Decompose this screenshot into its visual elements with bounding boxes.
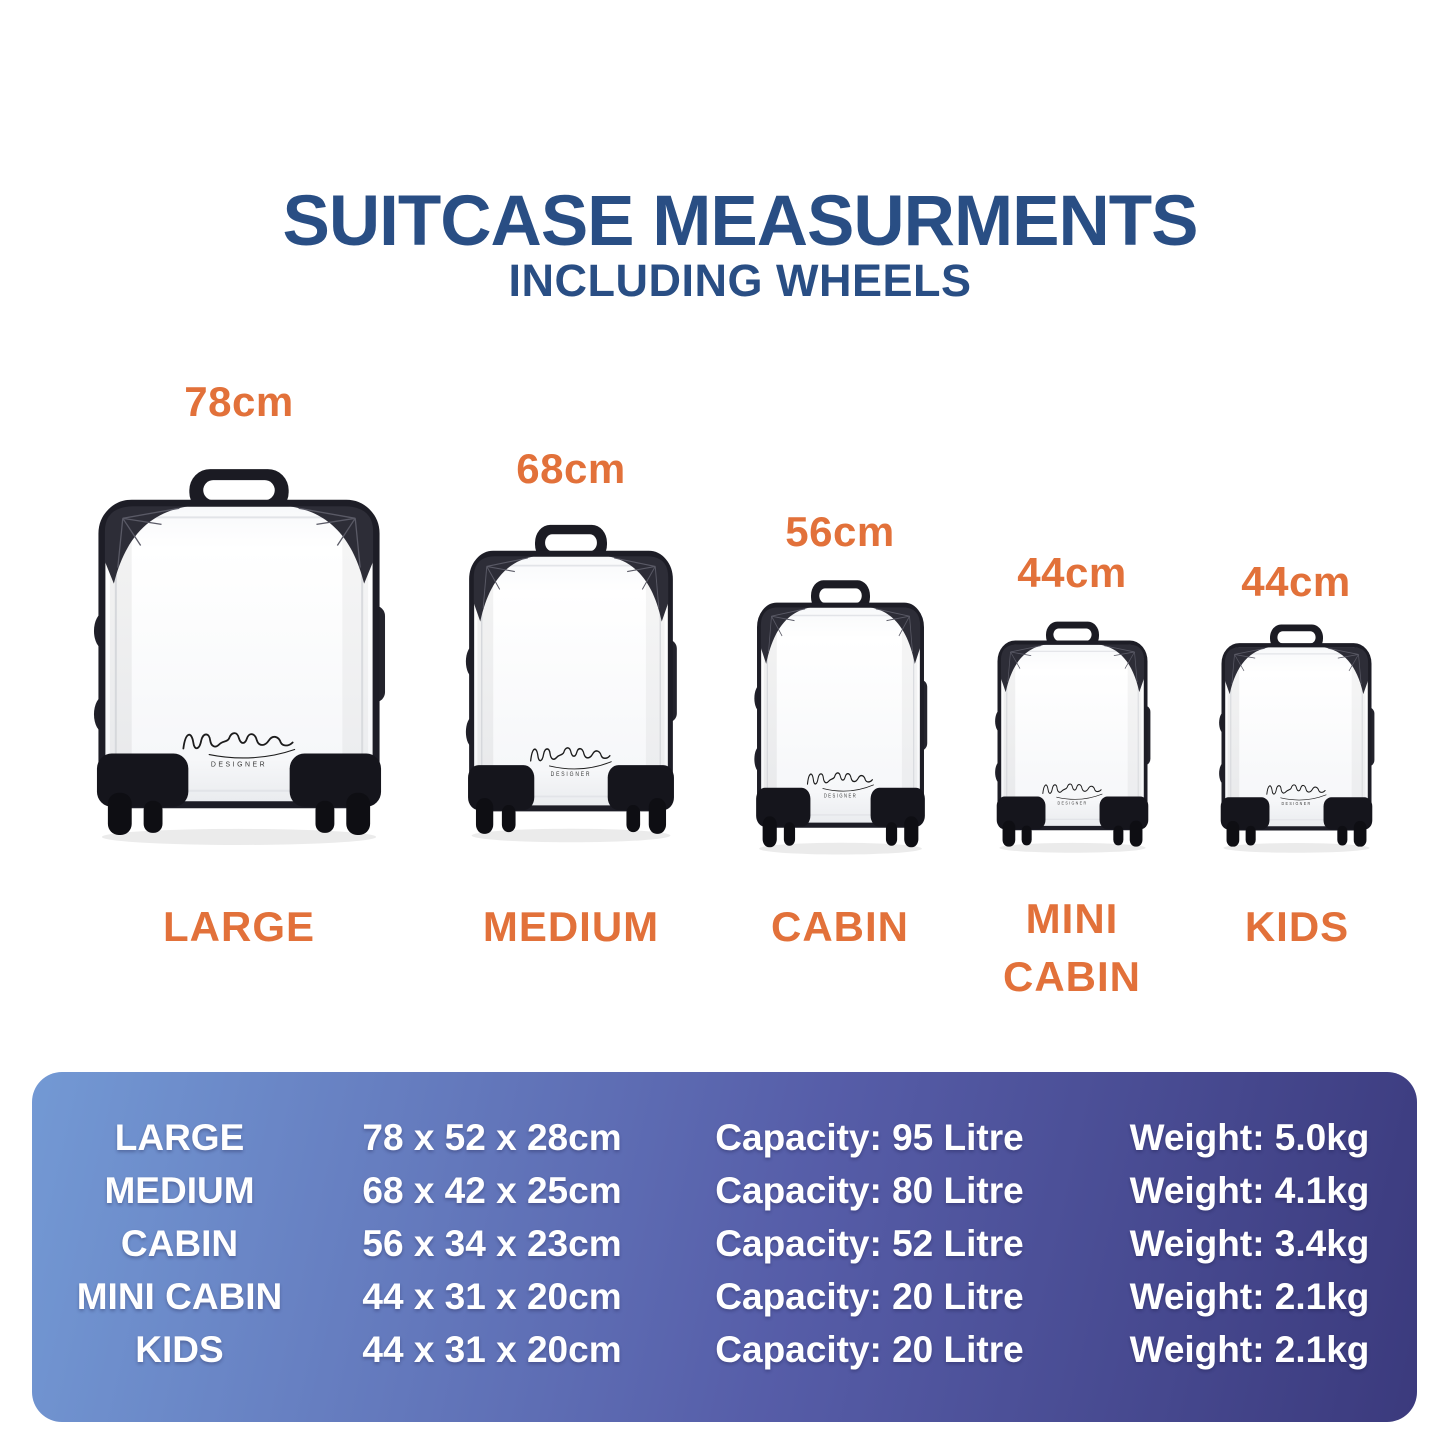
spec-dimensions: 56 x 34 x 23cm (362, 1222, 622, 1264)
spec-weight: Weight: 2.1kg (1129, 1275, 1370, 1317)
height-label-large: 78cm (184, 378, 294, 425)
size-label-cabin: CABIN (771, 903, 909, 950)
page-subtitle: INCLUDING WHEELS (508, 255, 972, 307)
spec-weight: Weight: 5.0kg (1129, 1116, 1370, 1158)
spec-dimensions: 44 x 31 x 20cm (362, 1275, 622, 1317)
spec-capacity: Capacity: 95 Litre (715, 1116, 1024, 1158)
size-label-kids: KIDS (1244, 903, 1350, 950)
spec-dimensions: 78 x 52 x 28cm (362, 1116, 622, 1158)
spec-name: MEDIUM (104, 1169, 255, 1211)
suitcase-cabin (752, 570, 929, 856)
spec-row-mini-cabin: MINI CABIN 44 x 31 x 20cm Capacity: 20 L… (32, 1270, 1417, 1323)
spec-row-kids: KIDS 44 x 31 x 20cm Capacity: 20 Litre W… (32, 1323, 1417, 1376)
height-label-mini-cabin: 44cm (1017, 549, 1127, 596)
size-label-large: LARGE (163, 903, 315, 950)
spec-row-large: LARGE 78 x 52 x 28cm Capacity: 95 Litre … (32, 1111, 1417, 1164)
spec-name: CABIN (120, 1222, 239, 1264)
spec-name: LARGE (114, 1116, 245, 1158)
suitcase-large (90, 455, 388, 847)
height-label-kids: 44cm (1241, 558, 1351, 605)
spec-dimensions: 44 x 31 x 20cm (362, 1328, 622, 1370)
spec-weight: Weight: 3.4kg (1129, 1222, 1370, 1264)
spec-capacity: Capacity: 52 Litre (715, 1222, 1024, 1264)
spec-capacity: Capacity: 20 Litre (715, 1275, 1024, 1317)
size-label-mini-cabin: MINI CABIN (1003, 895, 1141, 1000)
spec-capacity: Capacity: 80 Litre (715, 1169, 1024, 1211)
spec-capacity: Capacity: 20 Litre (715, 1328, 1024, 1370)
spec-weight: Weight: 4.1kg (1129, 1169, 1370, 1211)
spec-name: KIDS (135, 1328, 224, 1370)
spec-row-cabin: CABIN 56 x 34 x 23cm Capacity: 52 Litre … (32, 1217, 1417, 1270)
spec-name: MINI CABIN (76, 1275, 283, 1317)
height-label-medium: 68cm (516, 445, 626, 492)
suitcase-kids (1217, 616, 1376, 854)
suitcase-mini-cabin (993, 613, 1152, 854)
page-title: SUITCASE MEASURMENTS (282, 181, 1199, 261)
spec-row-medium: MEDIUM 68 x 42 x 25cm Capacity: 80 Litre… (32, 1164, 1417, 1217)
height-label-cabin: 56cm (785, 508, 895, 555)
spec-weight: Weight: 2.1kg (1129, 1328, 1370, 1370)
spec-table: LARGE 78 x 52 x 28cm Capacity: 95 Litre … (32, 1072, 1417, 1422)
spec-dimensions: 68 x 42 x 25cm (362, 1169, 622, 1211)
suitcase-medium (463, 513, 679, 844)
size-label-medium: MEDIUM (482, 903, 660, 950)
